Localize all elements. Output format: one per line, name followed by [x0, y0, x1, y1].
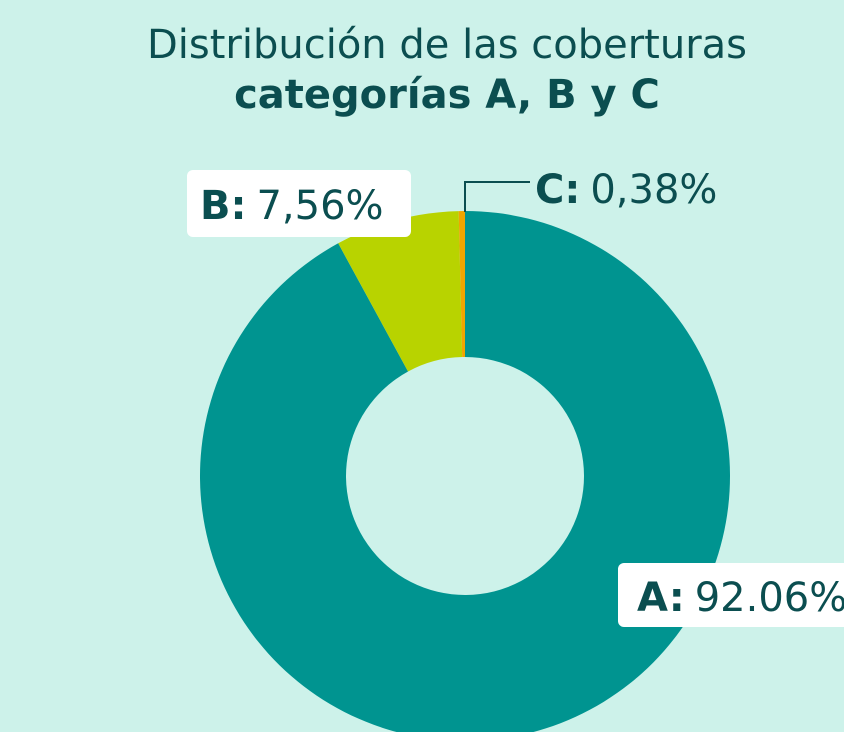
donut-segment	[200, 211, 730, 732]
data-label: A: 92.06%	[637, 575, 844, 621]
label-value: 7,56%	[256, 183, 383, 229]
data-label: B: 7,56%	[200, 183, 384, 229]
data-label: C: 0,38%	[535, 167, 717, 213]
label-value: 92.06%	[695, 575, 844, 621]
chart-subtitle: categorías A, B y C	[234, 72, 660, 118]
label-category: C:	[535, 167, 580, 213]
label-category: A:	[637, 575, 685, 621]
label-box	[618, 563, 844, 627]
chart-title: Distribución de las coberturas	[147, 22, 747, 68]
label-category: B:	[200, 183, 246, 229]
leader-line	[464, 181, 530, 212]
donut-segment	[458, 211, 465, 358]
label-value: 0,38%	[590, 167, 717, 213]
label-box	[187, 170, 411, 237]
donut-segment	[338, 211, 463, 372]
